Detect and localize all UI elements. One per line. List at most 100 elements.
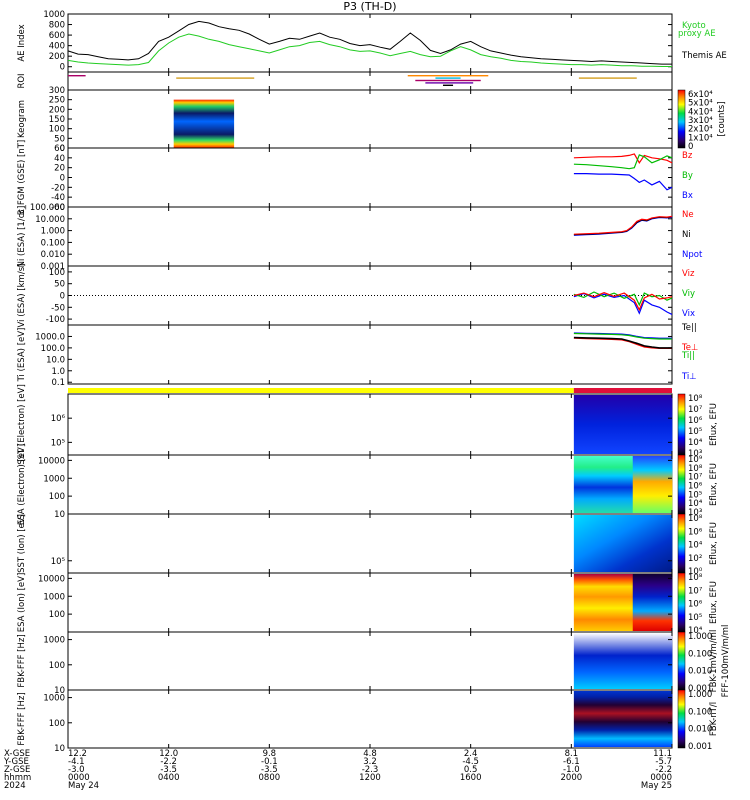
x-axis-row-label: Y-GSE xyxy=(3,757,29,767)
y-tick-label: 1000.0 xyxy=(35,332,65,342)
x-axis-value: May 24 xyxy=(68,781,99,791)
y-tick-label: 60 xyxy=(54,144,65,154)
y-tick-label: 800 xyxy=(49,21,65,31)
colorbar-tick-label: 10⁴ xyxy=(688,438,703,448)
colorbar-tick-label: 10⁵ xyxy=(688,427,702,437)
plot-title: P3 (TH-D) xyxy=(343,0,396,13)
y-axis-label: Ti (ESA) [eV] xyxy=(17,328,27,383)
panel-ae xyxy=(67,13,673,73)
y-tick-label: 300 xyxy=(49,86,65,96)
legend-entry: Kyoto xyxy=(682,21,706,31)
colorbar-label: Eflux, EFU xyxy=(709,403,719,446)
colorbar xyxy=(677,454,686,515)
legend-entry: Bz xyxy=(682,151,693,161)
series-by xyxy=(573,154,673,170)
colorbar-tick-label: 10⁴ xyxy=(688,499,703,509)
mode-bar-fast xyxy=(68,388,574,393)
colorbar-tick-label: 10⁸ xyxy=(688,514,703,524)
y-tick-label: 0 xyxy=(60,292,65,302)
roi-bar xyxy=(442,84,454,86)
colorbar-tick-label: 5x10⁴ xyxy=(688,99,713,109)
y-tick-label: 1000 xyxy=(43,474,65,484)
y-tick-label: 100 xyxy=(49,125,65,135)
colorbar-tick-label: 6x10⁴ xyxy=(688,90,713,100)
legend-entry: Te⊥ xyxy=(681,343,698,353)
x-axis-value: -3.0 xyxy=(68,765,85,775)
colorbar-tick-label: 10⁸ xyxy=(688,464,703,474)
y-tick-label: 100.0 xyxy=(41,344,65,354)
y-tick-label: -20 xyxy=(51,183,65,193)
y-axis-label: Keogram xyxy=(17,100,27,138)
spectrogram-sst_e xyxy=(573,395,673,454)
colorbar xyxy=(677,572,686,633)
x-axis-value: 1200 xyxy=(359,773,381,783)
series-kyoto-proxy-ae xyxy=(67,33,672,67)
colorbar-tick-label: 10⁶ xyxy=(688,416,703,426)
series-te-par xyxy=(573,336,672,349)
x-axis-row-label: Z-GSE xyxy=(4,765,30,775)
y-tick-label: 1000 xyxy=(43,10,65,20)
legend-entry: Ni xyxy=(682,230,691,240)
colorbar-tick-label: 1.000 xyxy=(688,690,712,700)
spectrogram-esa_e xyxy=(613,456,634,513)
roi-bar xyxy=(415,79,481,82)
y-tick-label: 0.100 xyxy=(41,238,65,248)
y-tick-label: 10.000 xyxy=(35,215,65,225)
spectrogram-esa_e xyxy=(652,456,673,513)
x-axis-value: 0000 xyxy=(650,773,672,783)
y-axis-label: SST (Electron) [eV] xyxy=(17,384,27,465)
spectrogram-fbk_sc xyxy=(573,691,673,747)
panel-ni xyxy=(67,206,673,267)
legend-entry: Ti|| xyxy=(681,351,695,361)
colorbar xyxy=(677,513,686,574)
y-tick-label: -50 xyxy=(51,303,65,313)
colorbar-label: FBK-1mV/m/ml xyxy=(709,630,719,693)
y-axis-label: Ni (ESA) [1/cc] xyxy=(17,206,27,268)
x-axis-value: -4.1 xyxy=(68,757,85,767)
spectrogram-esa_i xyxy=(593,574,614,631)
x-axis-value: 0400 xyxy=(158,773,180,783)
y-tick-label: 10 xyxy=(54,744,65,754)
y-tick-label: 100 xyxy=(49,719,65,729)
y-tick-label: 10000 xyxy=(38,574,65,584)
y-tick-label: 0.010 xyxy=(41,250,65,260)
y-tick-label: -100 xyxy=(46,315,65,325)
y-tick-label: 40 xyxy=(54,154,65,164)
y-tick-label: 100 xyxy=(49,610,65,620)
x-axis-row-label: 2024 xyxy=(4,781,26,791)
y-axis-label: ROI xyxy=(17,73,27,88)
spectrogram-esa_e xyxy=(632,456,653,513)
x-axis-value: 9.8 xyxy=(263,749,277,759)
y-axis-label: Vi (ESA) [km/s] xyxy=(17,264,27,328)
colorbar-tick-label: 10³ xyxy=(688,449,702,459)
y-tick-label: 1.000 xyxy=(41,227,65,237)
colorbar xyxy=(677,689,686,749)
x-axis-value: -3.5 xyxy=(261,765,278,775)
x-axis-value: -0.1 xyxy=(261,757,278,767)
x-axis-value: 11.1 xyxy=(653,749,672,759)
legend-entry: Viy xyxy=(682,289,695,299)
y-axis-label: FBK-FFF [Hz] xyxy=(17,634,27,687)
colorbar-tick-label: 10⁸ xyxy=(688,394,703,404)
y-axis-label: ESA (Ion) [eV] xyxy=(17,573,27,633)
y-tick-label: 10000 xyxy=(38,456,65,466)
y-tick-label: 0 xyxy=(60,144,65,154)
legend-entry: Ti⊥ xyxy=(681,372,697,382)
colorbar-tick-label: 3x10⁴ xyxy=(688,116,713,126)
y-tick-label: 1000 xyxy=(43,694,65,704)
series-ti-par xyxy=(573,332,672,340)
y-tick-label: 0.1 xyxy=(51,378,65,388)
series-themis-ae xyxy=(67,20,672,65)
y-axis-label: FBK-FFF [Hz] xyxy=(17,692,27,745)
y-tick-label: 10⁶ xyxy=(51,414,66,424)
x-axis-value: -4.5 xyxy=(462,757,479,767)
colorbar-tick-label: 0.100 xyxy=(688,707,712,717)
x-axis-value: 0800 xyxy=(259,773,281,783)
y-tick-label: 400 xyxy=(49,42,65,52)
y-tick-label: 100 xyxy=(49,492,65,502)
x-axis-value: 1600 xyxy=(460,773,482,783)
colorbar-tick-label: 10⁶ xyxy=(688,482,703,492)
legend-entry: Themis AE xyxy=(681,51,727,61)
roi-bar xyxy=(578,77,637,79)
